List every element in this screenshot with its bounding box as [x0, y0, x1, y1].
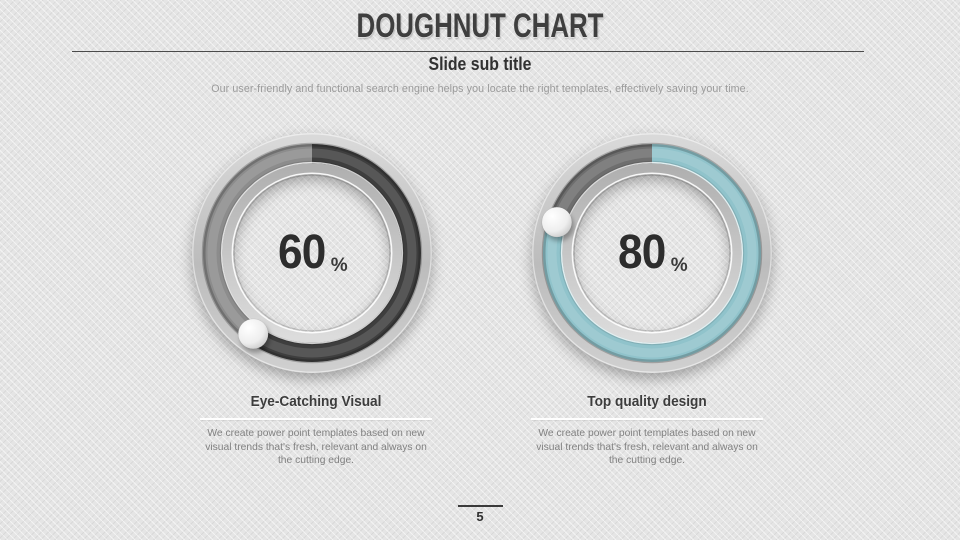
gauge-inner-bezel — [222, 163, 402, 343]
gauge-progress-arc — [541, 142, 763, 364]
slide-title: DOUGHNUT CHART — [356, 7, 604, 45]
doughnut-ring-1 — [192, 133, 432, 373]
slider-knob — [541, 206, 573, 238]
caption-divider-line — [200, 418, 432, 420]
gauge-outer-bezel — [532, 133, 772, 373]
doughnut-chart-2: 80 % — [532, 133, 772, 373]
gauge-progress-arc — [201, 142, 423, 364]
caption-block-2: Top quality design We create power point… — [531, 394, 763, 468]
caption-title: Eye-Catching Visual — [250, 394, 382, 410]
page-number-divider — [458, 505, 503, 507]
caption-body: We create power point templates based on… — [536, 427, 758, 466]
slide-subtitle: Slide sub title — [428, 54, 532, 74]
slider-knob — [237, 318, 269, 350]
caption-body: We create power point templates based on… — [205, 427, 427, 466]
slide-description: Our user-friendly and functional search … — [211, 83, 749, 95]
gauge-inner-bezel — [562, 163, 742, 343]
title-divider-line — [72, 51, 864, 52]
page-number: 5 — [476, 509, 484, 524]
gauge-outer-bezel — [192, 133, 432, 373]
doughnut-ring-2 — [532, 133, 772, 373]
caption-block-1: Eye-Catching Visual We create power poin… — [200, 394, 432, 468]
doughnut-chart-1: 60 % — [192, 133, 432, 373]
caption-title: Top quality design — [587, 394, 707, 410]
caption-divider-line — [531, 418, 763, 420]
